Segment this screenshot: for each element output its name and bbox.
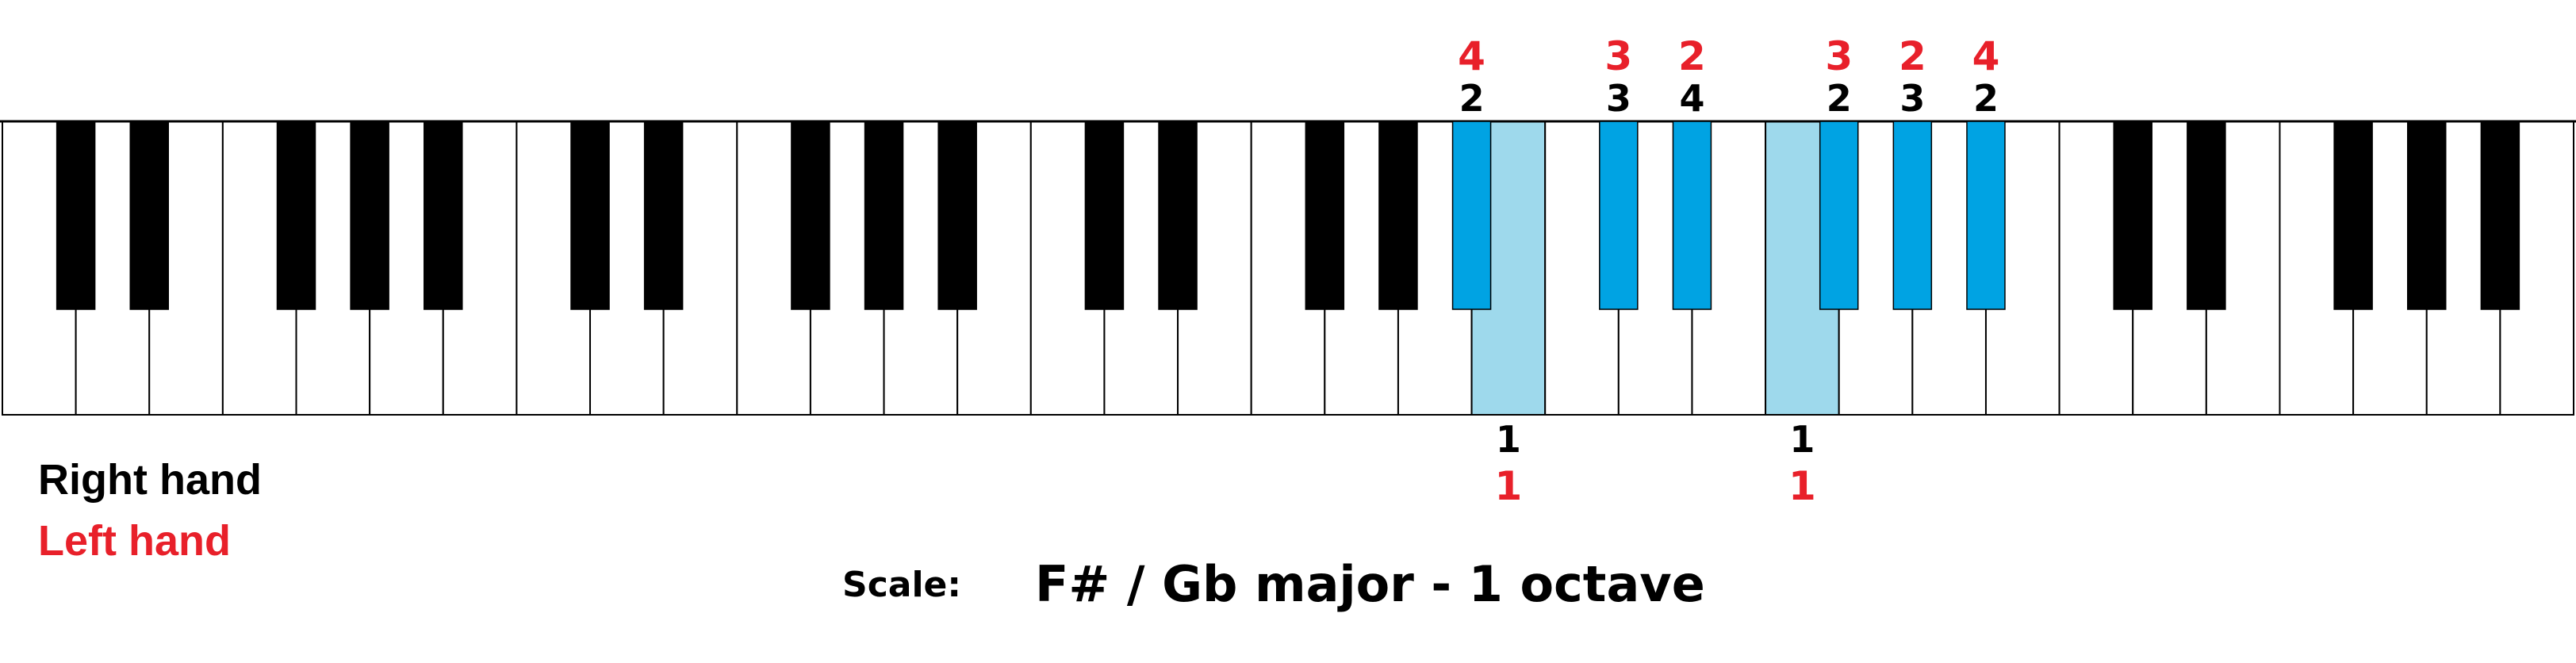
fingering-right-hand: 1 <box>1496 418 1521 461</box>
black-key <box>129 121 170 310</box>
black-key <box>643 121 684 310</box>
fingering-left-hand: 1 <box>1494 463 1522 509</box>
black-key <box>1084 121 1125 310</box>
black-key <box>2406 121 2447 310</box>
legend-left-hand: Left hand <box>38 517 231 565</box>
black-key-highlighted <box>1599 121 1639 310</box>
black-key-highlighted <box>1966 121 2006 310</box>
scale-label: Scale: <box>842 565 961 605</box>
fingering-right-hand: 4 <box>1679 77 1704 120</box>
fingering-left-hand: 3 <box>1604 33 1632 79</box>
black-key <box>937 121 977 310</box>
fingering-left-hand: 4 <box>1458 33 1485 79</box>
legend-right-hand: Right hand <box>38 456 262 504</box>
black-key <box>1158 121 1198 310</box>
black-key <box>1378 121 1418 310</box>
black-key-highlighted <box>1819 121 1859 310</box>
scale-title: F# / Gb major - 1 octave <box>1035 555 1705 613</box>
fingering-left-hand: 3 <box>1825 33 1853 79</box>
black-key <box>424 121 463 310</box>
fingering-right-hand: 3 <box>1606 77 1631 120</box>
fingering-left-hand: 1 <box>1788 463 1816 509</box>
black-key <box>791 121 830 310</box>
black-keys <box>56 121 2520 310</box>
fingering-right-hand: 2 <box>1973 77 1999 120</box>
black-key <box>2333 121 2373 310</box>
black-key <box>56 121 96 310</box>
black-key <box>2480 121 2520 310</box>
fingering-right-hand: 2 <box>1827 77 1852 120</box>
fingering-right-hand: 1 <box>1789 418 1815 461</box>
black-key <box>276 121 316 310</box>
fingering-right-hand: 2 <box>1459 77 1485 120</box>
black-key <box>2113 121 2152 310</box>
black-key-highlighted <box>1672 121 1712 310</box>
black-key <box>2187 121 2226 310</box>
fingering-left-hand: 2 <box>1678 33 1706 79</box>
fingering-left-hand: 2 <box>1899 33 1926 79</box>
fingering-left-hand: 4 <box>1972 33 2000 79</box>
black-key-highlighted <box>1892 121 1933 310</box>
fingering-right-hand: 3 <box>1899 77 1925 120</box>
black-key <box>1305 121 1345 310</box>
black-key <box>570 121 610 310</box>
black-key-highlighted <box>1451 121 1492 310</box>
black-key <box>350 121 389 310</box>
black-key <box>864 121 904 310</box>
